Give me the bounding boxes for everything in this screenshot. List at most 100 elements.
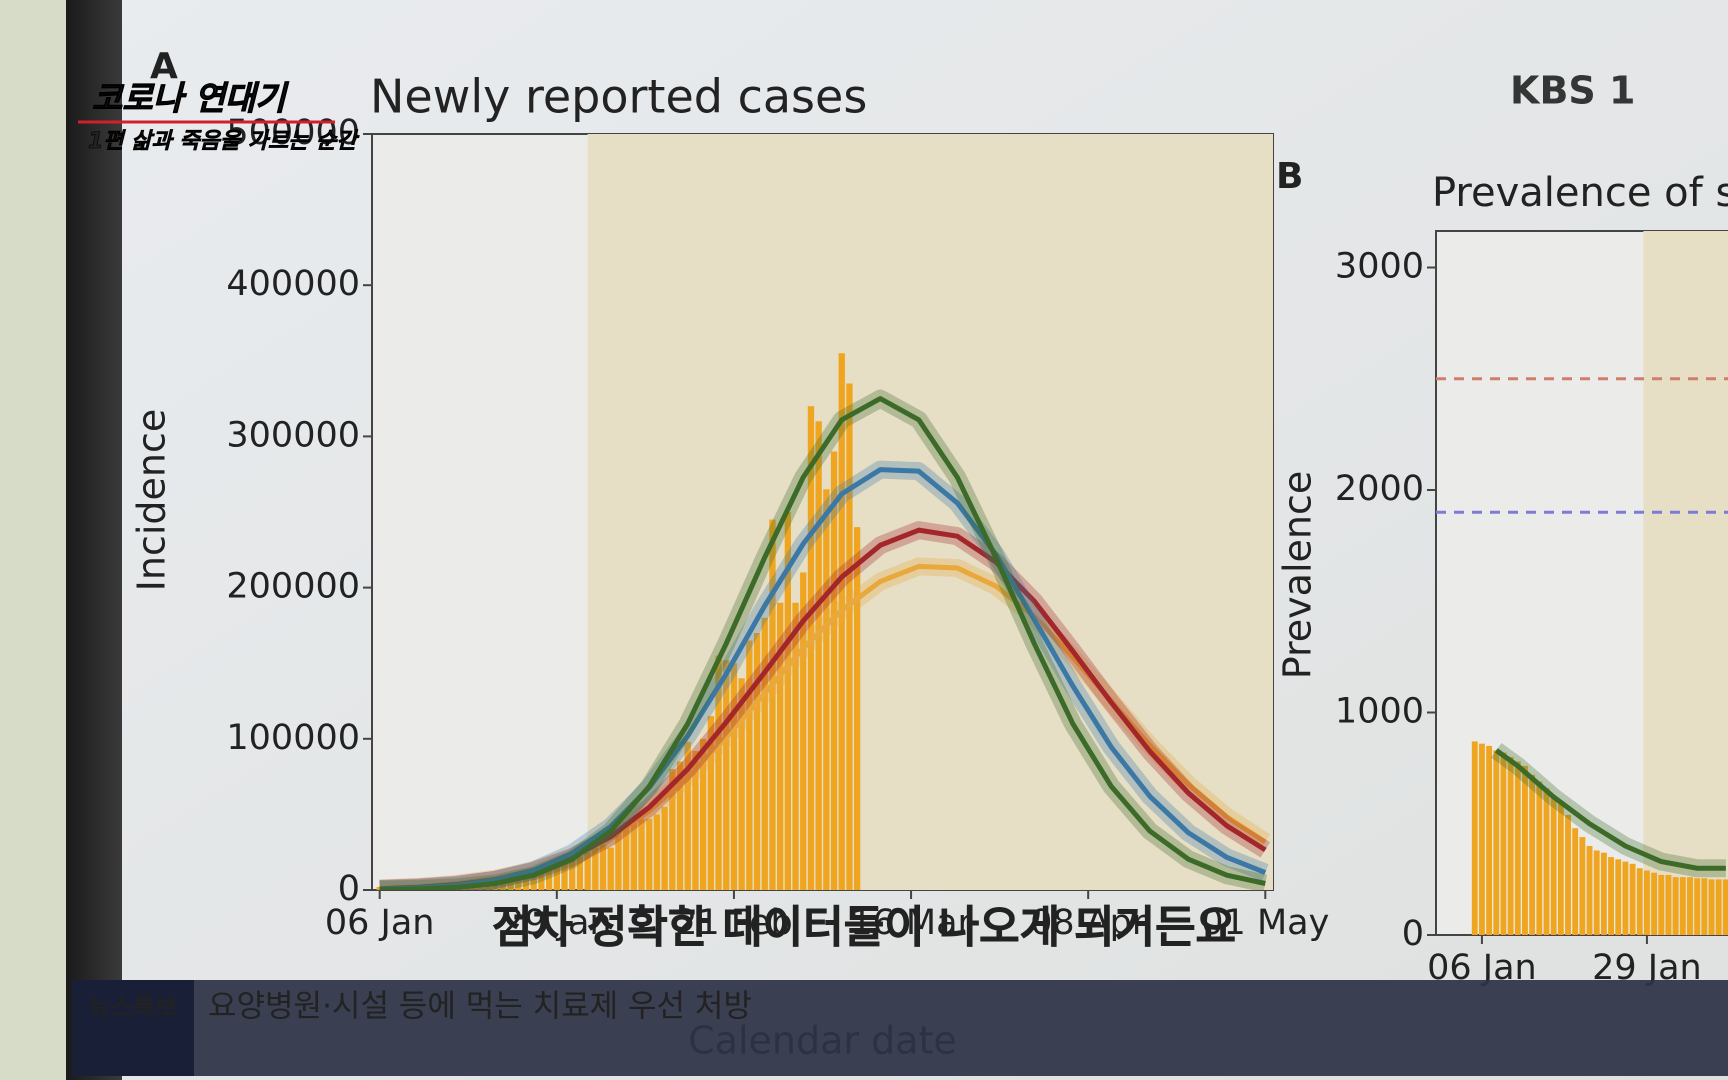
chart-title: Prevalence of s xyxy=(1432,170,1728,216)
bar xyxy=(707,716,714,890)
bar xyxy=(1679,877,1686,935)
plot-content xyxy=(376,134,1273,890)
bar xyxy=(1507,756,1514,935)
bar xyxy=(607,847,614,890)
y-tick-label: 1000 xyxy=(1335,691,1424,731)
y-axis-label: Prevalence xyxy=(1276,471,1320,679)
y-tick-label: 500000 xyxy=(226,113,360,153)
bar xyxy=(1608,857,1614,935)
bar xyxy=(761,617,768,890)
bar xyxy=(630,820,637,890)
y-tick-label: 100000 xyxy=(226,718,360,758)
bar xyxy=(1579,837,1586,935)
bar xyxy=(746,640,753,890)
bar xyxy=(1622,861,1629,935)
panel-label: B xyxy=(1276,156,1303,197)
bar xyxy=(1550,797,1557,935)
y-tick-label: 400000 xyxy=(226,264,360,304)
bar xyxy=(753,632,761,890)
channel-logo: KBS 1 xyxy=(1510,69,1635,113)
curve xyxy=(379,396,1266,890)
bar xyxy=(1636,868,1643,935)
bar xyxy=(584,852,591,890)
y-tick-label: 200000 xyxy=(226,567,360,607)
bar xyxy=(561,862,568,890)
bar xyxy=(738,678,745,890)
bar xyxy=(1701,878,1708,935)
bar xyxy=(1557,803,1564,935)
bar xyxy=(1543,788,1550,935)
ticker-label: 뉴스특보 xyxy=(89,993,177,1021)
bar xyxy=(823,489,830,890)
bar xyxy=(792,602,799,890)
bar xyxy=(669,769,676,890)
bar xyxy=(815,421,822,890)
bar xyxy=(1486,745,1493,935)
bar xyxy=(838,353,845,890)
program-title: 코로나 연대기 xyxy=(92,79,289,118)
bar xyxy=(599,844,607,890)
monitor-bezel xyxy=(66,0,122,1080)
ticker-text: 요양병원·시설 등에 먹는 치료제 우선 처방 xyxy=(208,989,752,1025)
bar xyxy=(830,451,838,890)
x-tick-label: 16 Mar xyxy=(850,903,972,943)
bar xyxy=(1536,781,1543,935)
bar xyxy=(576,856,584,890)
bar xyxy=(538,867,545,890)
x-tick-label: 06 Jan xyxy=(325,903,435,943)
bar xyxy=(1593,850,1600,935)
bar xyxy=(1643,870,1650,935)
y-tick-label: 300000 xyxy=(226,415,360,455)
bar xyxy=(1687,877,1693,935)
y-tick-label: 0 xyxy=(338,869,360,909)
room-wall xyxy=(0,0,66,1080)
bar xyxy=(1500,752,1507,935)
bar xyxy=(1715,879,1722,935)
bar xyxy=(807,406,815,890)
y-axis-label: Incidence xyxy=(130,409,174,592)
bar xyxy=(569,859,576,890)
x-tick-label: 08 Apr xyxy=(1030,903,1147,943)
x-tick-label: 01 May xyxy=(1201,903,1329,943)
y-tick-label: 0 xyxy=(1402,914,1424,954)
bar xyxy=(1493,750,1500,935)
bar xyxy=(1658,874,1665,935)
bar xyxy=(545,865,553,890)
bar xyxy=(515,873,522,890)
subtitle: 점차 정확한 데이터들이 나오게 되거든요 xyxy=(492,902,1236,953)
bar xyxy=(776,602,784,890)
bar xyxy=(661,806,668,890)
bar xyxy=(846,383,853,890)
bar xyxy=(853,527,861,890)
y-tick-label: 3000 xyxy=(1335,246,1424,286)
bar xyxy=(1722,879,1728,935)
bar xyxy=(715,655,722,890)
bar xyxy=(692,750,699,890)
bar xyxy=(646,818,653,890)
bar xyxy=(800,572,807,890)
bar xyxy=(1600,852,1607,935)
bar xyxy=(1565,814,1571,935)
bar xyxy=(1629,863,1636,935)
bar xyxy=(684,741,691,890)
bar xyxy=(1572,828,1579,935)
bar xyxy=(530,870,537,890)
bar xyxy=(1651,872,1658,935)
bar xyxy=(638,818,645,890)
episode-title: 1편 삶과 죽음을 가르는 순간 xyxy=(88,129,360,154)
bar xyxy=(1586,845,1593,935)
chart-title: Newly reported cases xyxy=(370,70,867,124)
bar xyxy=(653,814,661,890)
shaded-period xyxy=(1643,231,1728,935)
bar xyxy=(622,821,630,890)
bar xyxy=(1672,877,1679,935)
bar xyxy=(592,847,599,890)
bar xyxy=(1522,765,1528,935)
x-tick-label: 21 Feb xyxy=(675,903,793,943)
bar xyxy=(784,512,792,890)
bar xyxy=(1615,859,1622,935)
plot-content xyxy=(1436,231,1728,935)
